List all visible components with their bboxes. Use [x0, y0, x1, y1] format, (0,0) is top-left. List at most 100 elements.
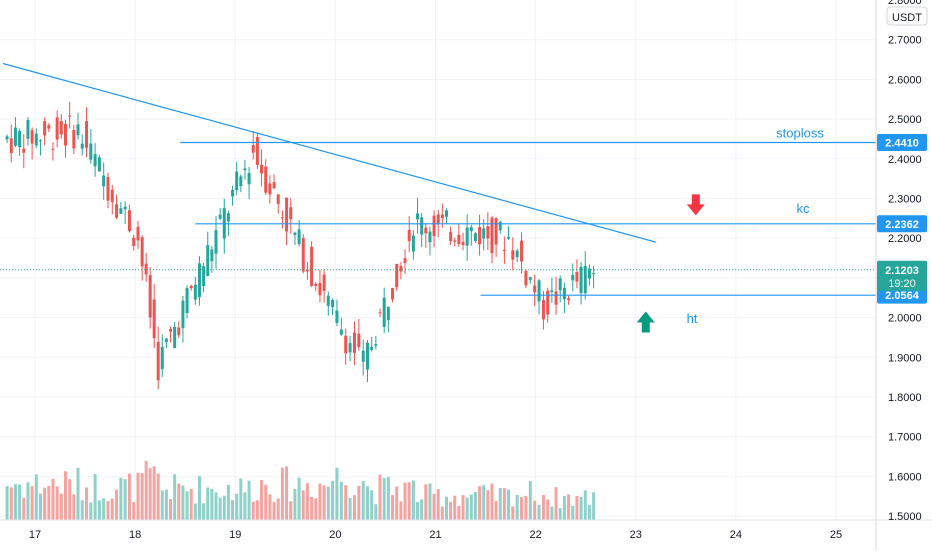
candle-down: [285, 197, 289, 232]
volume-bar: [144, 460, 148, 520]
candle-down: [541, 300, 545, 320]
candle-up: [528, 277, 532, 281]
candle-up: [587, 268, 591, 279]
volume-bar: [13, 484, 17, 520]
volume-bar: [297, 477, 301, 520]
candle-down: [305, 269, 309, 272]
volume-bar: [164, 489, 168, 520]
candle-up: [571, 275, 575, 281]
volume-bar: [428, 483, 432, 520]
volume-bar: [132, 502, 136, 520]
price-tick-label: 2.7000: [888, 35, 922, 47]
volume-bar: [490, 483, 494, 520]
volume-bar: [533, 500, 537, 520]
candle-down: [322, 274, 326, 291]
volume-bar: [550, 506, 554, 520]
volume-bar: [30, 486, 34, 520]
volume-bar: [344, 485, 348, 520]
volume-bar: [185, 491, 189, 520]
candle-down: [72, 129, 76, 149]
currency-label: USDT: [892, 12, 922, 24]
time-tick-label: 21: [429, 529, 441, 541]
volume-bar: [34, 474, 38, 520]
volume-bar: [115, 489, 119, 520]
volume-bar: [370, 490, 374, 520]
candle-up: [89, 143, 93, 160]
candle-up: [197, 263, 201, 298]
volume-bar: [478, 486, 482, 520]
volume-bar: [583, 490, 587, 520]
candle-up: [206, 245, 210, 276]
volume-bar: [457, 505, 461, 520]
candle-up: [386, 306, 390, 321]
candle-down: [30, 130, 34, 144]
candle-up: [507, 236, 511, 239]
candle-down: [132, 237, 136, 246]
volume-bar: [420, 499, 424, 520]
candle-up: [239, 176, 243, 187]
candle-down: [177, 327, 181, 336]
arrow-up-icon: [636, 311, 655, 333]
volume-bar: [486, 490, 490, 520]
candle-up: [411, 235, 415, 252]
candle-up: [18, 131, 22, 148]
candle-down: [486, 226, 490, 239]
volume-bar: [47, 485, 51, 520]
volume-bar: [440, 506, 444, 520]
volume-bar: [579, 496, 583, 520]
price-tag-label: 2.4410: [885, 138, 919, 150]
candle-up: [218, 214, 222, 219]
candle-down: [554, 291, 558, 305]
candle-up: [34, 133, 38, 146]
volume-bar: [571, 505, 575, 520]
volume-bar: [436, 489, 440, 520]
candle-down: [9, 138, 13, 154]
level-label-stoploss: stoploss: [776, 126, 824, 141]
candle-down: [344, 335, 348, 354]
candle-down: [268, 183, 272, 195]
candle-down: [144, 263, 148, 275]
volume-bar: [18, 484, 22, 520]
price-tag-label: 2.0564: [885, 290, 920, 302]
candle-up: [558, 278, 562, 291]
candle-up: [297, 229, 301, 245]
time-tick-label: 23: [630, 529, 642, 541]
volume-bar: [181, 485, 185, 520]
candle-up: [202, 266, 206, 287]
price-tag: [877, 260, 927, 291]
candle-up: [26, 120, 30, 139]
candle-down: [276, 194, 280, 204]
time-tick-label: 24: [730, 529, 742, 541]
price-tag: [877, 215, 927, 233]
time-tick-label: 25: [830, 529, 842, 541]
volume-bar: [498, 487, 502, 520]
candle-up: [164, 338, 168, 343]
candle-up: [13, 127, 17, 146]
volume-bar: [391, 495, 395, 520]
candle-up: [416, 213, 420, 220]
volume-bar: [156, 473, 160, 520]
candle-up: [515, 250, 519, 258]
volume-bar: [453, 495, 457, 520]
candle-down: [490, 217, 494, 254]
volume-bar: [395, 486, 399, 520]
volume-bar: [374, 504, 378, 520]
candle-down: [127, 210, 131, 232]
volume-bar: [9, 487, 13, 520]
volume-bar: [335, 467, 339, 520]
volume-bar: [85, 487, 89, 520]
volume-bar: [251, 501, 255, 520]
price-tick-label: 2.8000: [888, 0, 922, 7]
volume-bar: [173, 474, 177, 520]
candle-up: [366, 342, 370, 370]
currency-badge[interactable]: USDT: [886, 6, 928, 26]
candle-up: [361, 350, 365, 362]
candle-up: [93, 154, 97, 167]
time-tick-label: 20: [329, 529, 341, 541]
volume-bar: [366, 486, 370, 520]
time-axis: 17 18 19 20 21 22 23 24 25: [29, 529, 842, 541]
candle-up: [226, 213, 230, 222]
